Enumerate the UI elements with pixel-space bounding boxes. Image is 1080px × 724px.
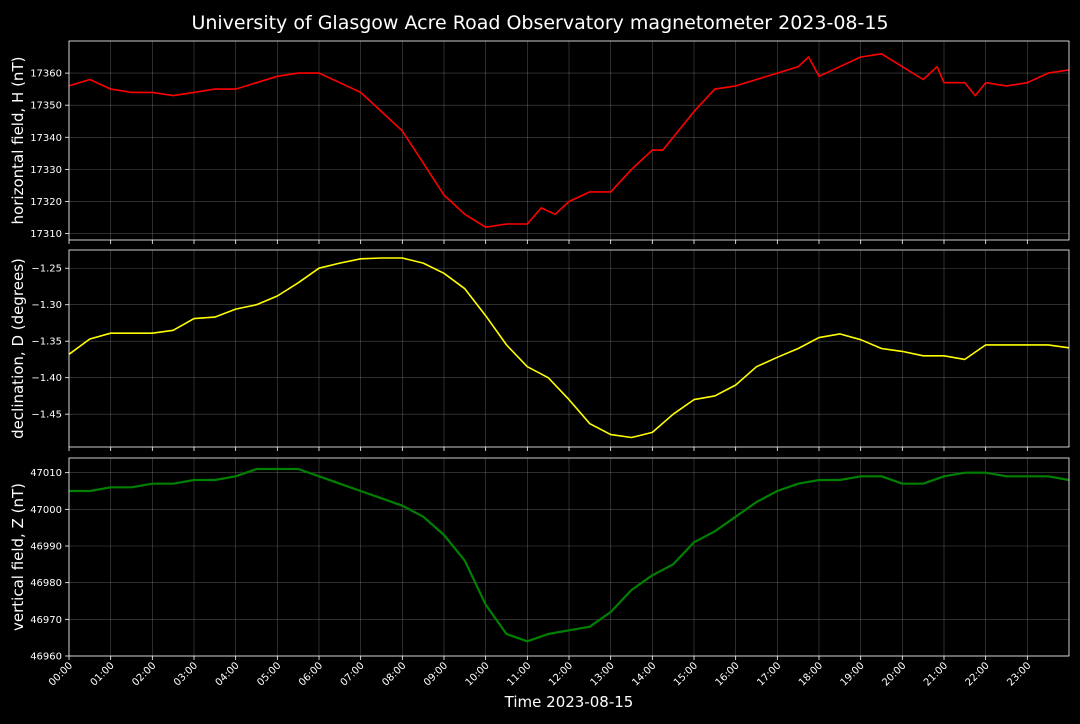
- chart-title: University of Glasgow Acre Road Observat…: [191, 12, 888, 34]
- y-tick-label: 46980: [30, 578, 62, 589]
- x-tick-label: 03:00: [172, 660, 200, 688]
- x-tick-label: 17:00: [755, 660, 783, 688]
- x-tick-label: 00:00: [47, 660, 75, 688]
- y-tick-label: 46960: [30, 652, 62, 663]
- x-tick-label: 14:00: [630, 660, 658, 688]
- x-tick-label: 12:00: [547, 660, 575, 688]
- grid-z: [68, 458, 1069, 657]
- panel-h: 17310 17320 17330 17340 17350 17360horizontal…: [9, 40, 1070, 244]
- x-tick-labels: 00:00 01:00 02:00 03:00 04:00 05:00 06:00 07:00…: [47, 660, 1033, 688]
- x-tick-label: 09:00: [422, 660, 450, 688]
- x-tick-label: 20:00: [880, 660, 908, 688]
- y-tick-label: 46970: [30, 615, 62, 626]
- x-tick-label: 15:00: [672, 660, 700, 688]
- x-tick-label: 16:00: [714, 660, 742, 688]
- x-tick-label: 11:00: [505, 660, 533, 688]
- y-axis-label-d: declination, D (degrees): [9, 258, 27, 439]
- grid-h: [68, 41, 1069, 240]
- chart-panels: 17310 17320 17330 17340 17350 17360horizontal…: [9, 40, 1070, 689]
- x-tick-label: 13:00: [589, 660, 617, 688]
- y-tick-label: 17350: [30, 101, 62, 112]
- y-tick-label: −1.40: [31, 373, 62, 384]
- x-tick-label: 10:00: [464, 660, 492, 688]
- y-tick-label: 46990: [30, 542, 62, 553]
- x-tick-label: 22:00: [964, 660, 992, 688]
- y-axis-label-h: horizontal field, H (nT): [9, 57, 27, 225]
- y-axis-label-z: vertical field, Z (nT): [9, 483, 27, 631]
- y-tick-label: 17330: [30, 165, 62, 176]
- y-tick-label: −1.35: [31, 337, 62, 348]
- y-tick-label: −1.25: [31, 264, 62, 275]
- x-tick-label: 04:00: [214, 660, 242, 688]
- y-tick-label: 47010: [30, 468, 62, 479]
- x-axis-label: Time 2023-08-15: [504, 693, 634, 711]
- series-line-z: [69, 467, 1070, 643]
- x-tick-label: 01:00: [89, 660, 117, 688]
- y-tick-label: 17320: [30, 197, 62, 208]
- x-tick-label: 18:00: [797, 660, 825, 688]
- x-tick-label: 06:00: [297, 660, 325, 688]
- grid-d: [68, 250, 1069, 447]
- y-tick-label: −1.45: [31, 410, 62, 421]
- y-tick-label: 17310: [30, 229, 62, 240]
- x-tick-label: 05:00: [255, 660, 283, 688]
- x-tick-label: 08:00: [380, 660, 408, 688]
- y-tick-label: 17360: [30, 69, 62, 80]
- series-line-d: [68, 257, 1070, 439]
- y-tick-label: 47000: [30, 505, 62, 516]
- x-tick-label: 19:00: [839, 660, 867, 688]
- y-tick-label: −1.30: [31, 300, 62, 311]
- x-tick-label: 21:00: [922, 660, 950, 688]
- x-tick-label: 02:00: [130, 660, 158, 688]
- panel-d: −1.45 −1.40 −1.35 −1.30 −1.25 declination, D …: [9, 249, 1070, 451]
- x-tick-label: 07:00: [339, 660, 367, 688]
- x-tick-label: 23:00: [1005, 660, 1033, 688]
- y-tick-label: 17340: [30, 133, 62, 144]
- series-line-h: [68, 52, 1070, 228]
